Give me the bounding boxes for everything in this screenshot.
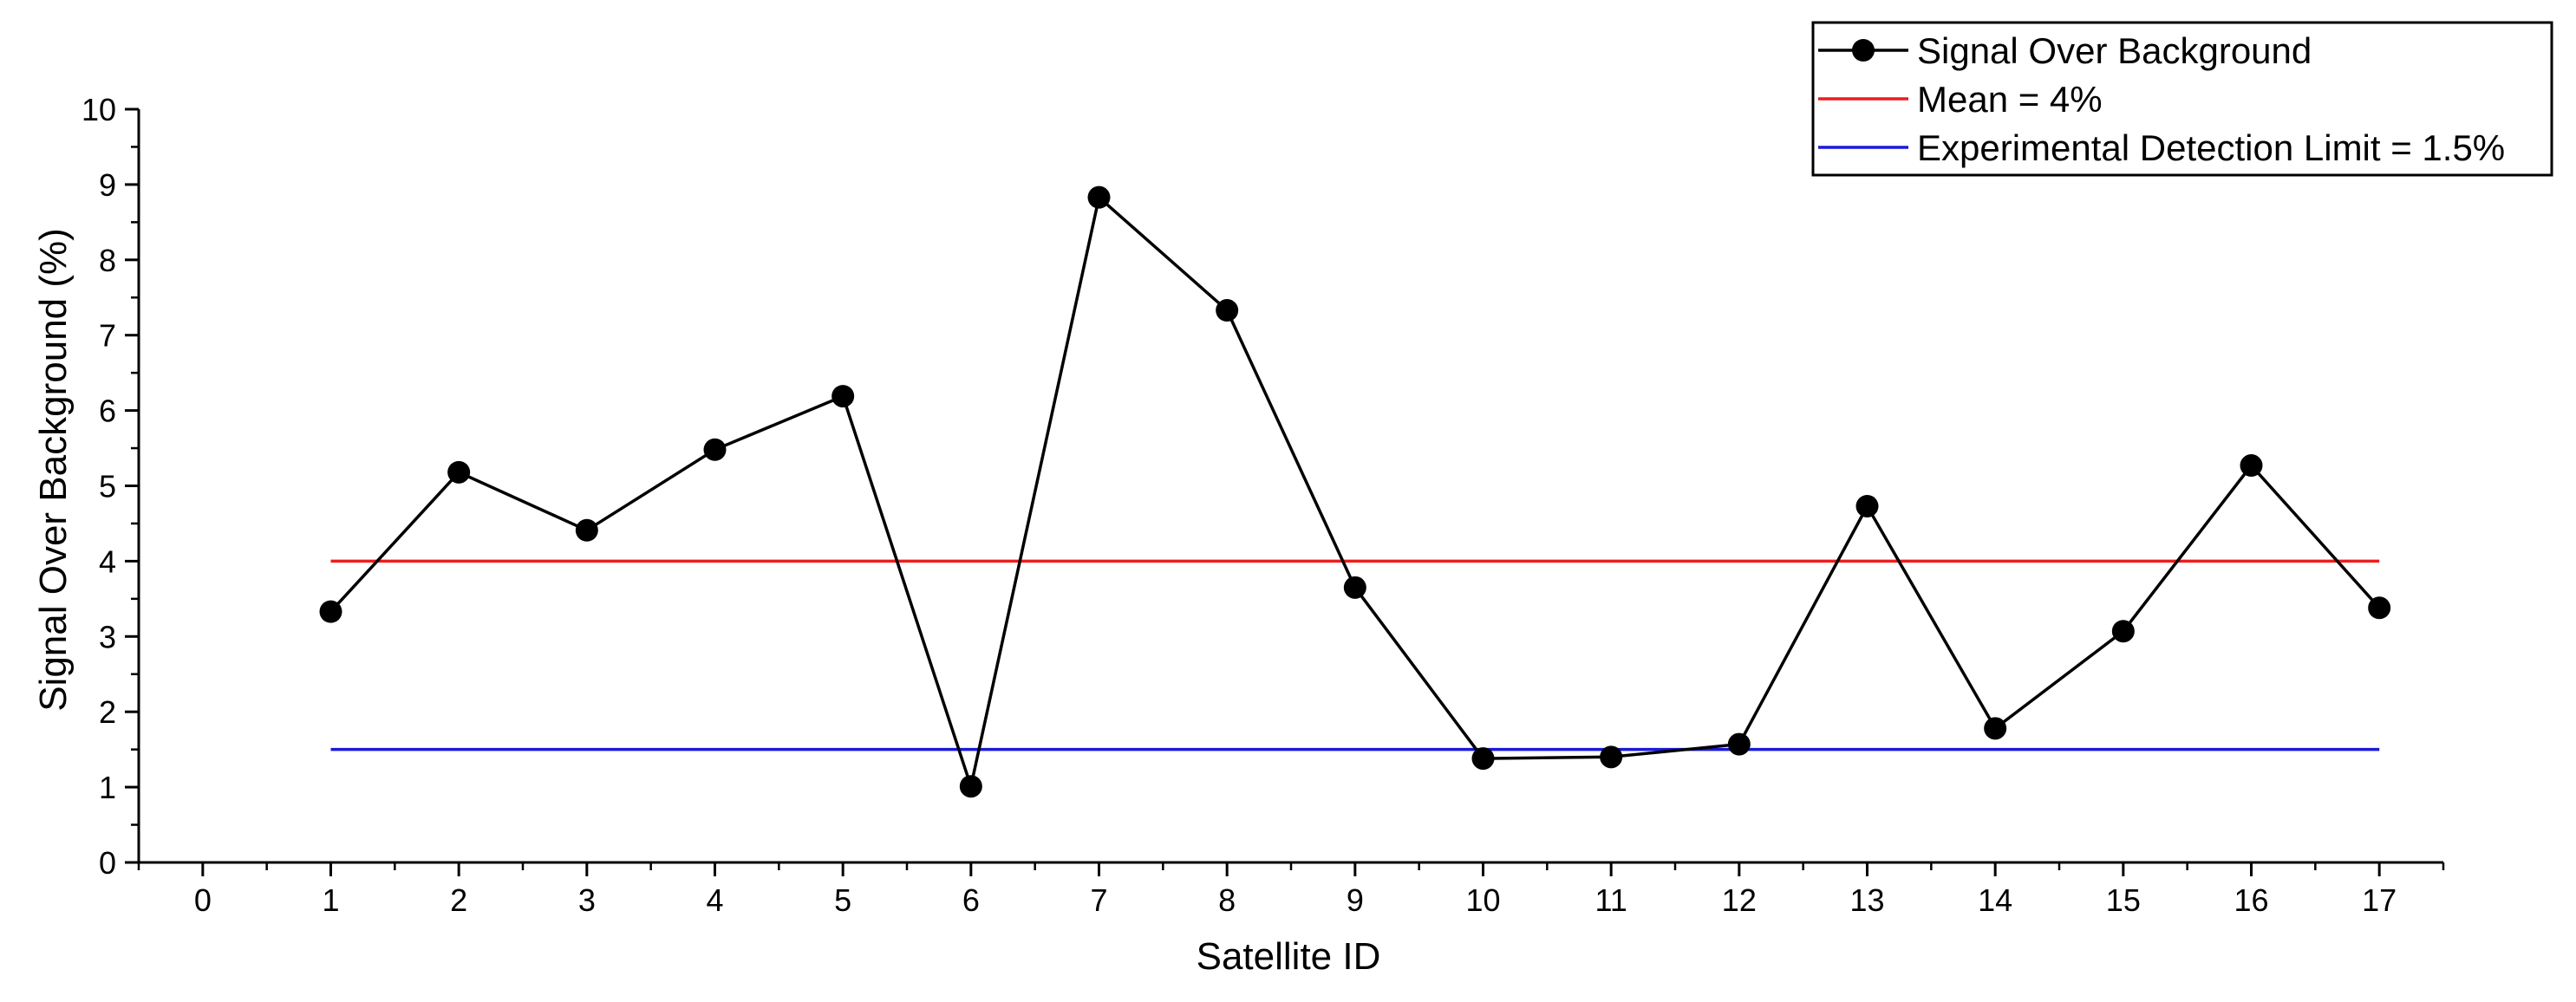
data-point	[1727, 732, 1751, 756]
x-tick-label: 0	[194, 882, 212, 918]
x-tick-label: 13	[1849, 882, 1884, 918]
y-tick-label: 2	[99, 694, 116, 730]
data-point	[2240, 454, 2263, 478]
x-tick-label: 5	[834, 882, 851, 918]
legend-label: Mean = 4%	[1917, 79, 2103, 120]
data-point	[1216, 299, 1239, 322]
data-point	[1343, 576, 1366, 599]
x-tick-label: 16	[2234, 882, 2268, 918]
x-tick-label: 8	[1218, 882, 1236, 918]
x-tick-label: 7	[1090, 882, 1107, 918]
y-tick-label: 5	[99, 469, 116, 504]
data-point	[447, 460, 471, 484]
y-tick-label: 4	[99, 543, 116, 579]
legend-swatch-marker	[1852, 39, 1875, 62]
y-axis-title: Signal Over Background (%)	[32, 228, 75, 712]
y-tick-label: 6	[99, 394, 116, 429]
legend-box	[1811, 21, 2553, 177]
data-point	[2368, 596, 2391, 620]
x-tick-label: 4	[706, 882, 723, 918]
x-tick-label: 2	[450, 882, 467, 918]
y-tick-label: 0	[99, 845, 116, 881]
data-point	[831, 385, 855, 408]
legend-label: Signal Over Background	[1917, 30, 2312, 71]
legend-label: Experimental Detection Limit = 1.5%	[1917, 127, 2505, 168]
x-tick-label: 14	[1978, 882, 2012, 918]
data-point	[1471, 747, 1495, 771]
x-tick-label: 15	[2106, 882, 2141, 918]
data-point	[1984, 717, 2007, 740]
y-tick-label: 1	[99, 770, 116, 805]
x-tick-label: 9	[1347, 882, 1364, 918]
data-point	[1600, 745, 1623, 769]
y-tick-label: 8	[99, 243, 116, 278]
x-tick-label: 12	[1722, 882, 1757, 918]
x-tick-label: 1	[322, 882, 339, 918]
x-tick-label: 6	[962, 882, 980, 918]
data-point	[1087, 185, 1111, 209]
series-layer	[319, 185, 2391, 798]
x-tick-label: 10	[1465, 882, 1500, 918]
y-tick-label: 9	[99, 167, 116, 203]
data-point	[1855, 494, 1879, 517]
x-tick-label: 3	[578, 882, 596, 918]
data-point	[959, 775, 982, 798]
data-point	[575, 518, 598, 542]
y-tick-label: 3	[99, 619, 116, 654]
legend: Signal Over Background Mean = 4% Experimen…	[1811, 21, 2553, 177]
y-tick-label: 7	[99, 318, 116, 354]
data-point	[2111, 620, 2135, 643]
data-point	[703, 438, 727, 461]
x-tick-label: 11	[1595, 882, 1627, 918]
series-line-signal	[329, 194, 2381, 792]
y-tick-label: 10	[82, 92, 116, 127]
data-point	[319, 600, 342, 623]
x-tick-label: 17	[2362, 882, 2397, 918]
x-axis-title: Satellite ID	[1197, 935, 1381, 978]
